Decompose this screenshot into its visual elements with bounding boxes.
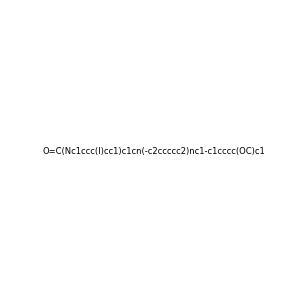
Text: O=C(Nc1ccc(I)cc1)c1cn(-c2ccccc2)nc1-c1cccc(OC)c1: O=C(Nc1ccc(I)cc1)c1cn(-c2ccccc2)nc1-c1cc… [42, 147, 265, 156]
